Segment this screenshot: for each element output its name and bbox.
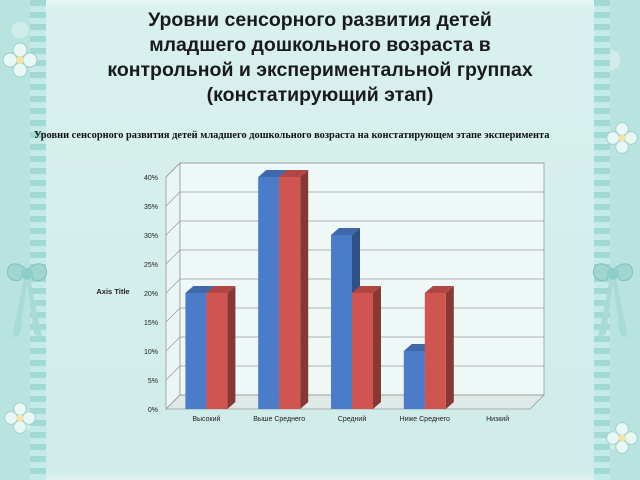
bar-side: [373, 286, 381, 409]
y-tick-label: 25%: [144, 262, 158, 269]
ribbon-right: [594, 0, 610, 480]
ribbon-left: [30, 0, 46, 480]
flower-decoration-bottom-left: [4, 402, 36, 434]
y-tick-label: 10%: [144, 349, 158, 356]
bar-side: [227, 286, 236, 409]
bar-side: [445, 286, 454, 409]
bar-top: [258, 170, 288, 177]
y-tick-label: 20%: [144, 291, 158, 298]
bar: [206, 293, 228, 409]
bow-right-decoration: [592, 263, 634, 338]
y-tick-label: 0%: [148, 407, 158, 414]
bar-top: [206, 286, 236, 293]
gridline: [165, 162, 544, 178]
x-tick-label: Выше Среднего: [253, 416, 305, 423]
slide-title-line: контрольной и экспериментальной группах: [107, 59, 533, 81]
x-tick-label: Высокий: [192, 415, 220, 423]
bar: [352, 293, 373, 409]
slide-title-line: младшего дошкольного возраста в: [149, 34, 491, 56]
bar: [331, 235, 352, 409]
bar-top: [424, 286, 454, 293]
y-axis-title: Axis Title: [96, 287, 129, 296]
x-tick-label: Низкий: [486, 415, 509, 423]
bar-top: [279, 170, 309, 177]
gridline: [165, 249, 544, 265]
y-tick-label: 5%: [148, 378, 158, 385]
bar-top: [331, 228, 360, 235]
gridline: [165, 336, 544, 352]
y-tick-label: 30%: [144, 233, 158, 240]
flower-decoration-bottom-right: [606, 422, 638, 454]
bow-left-decoration: [6, 263, 48, 338]
flower-decoration-right: [606, 122, 638, 154]
bar: [258, 177, 280, 409]
chart-title: Уровни сенсорного развития детей младшег…: [34, 130, 550, 141]
gridline: [165, 191, 544, 207]
bar-top: [185, 286, 215, 293]
x-tick-label: Средний: [338, 415, 367, 423]
bar: [185, 293, 207, 409]
slide-title: Уровни сенсорного развития детей младшег…: [40, 8, 600, 108]
flower-decoration-top-left: [2, 42, 38, 78]
bar: [424, 293, 446, 409]
bar-top: [352, 286, 381, 293]
y-tick-label: 35%: [144, 204, 158, 211]
bar: [279, 177, 301, 409]
gridline: [165, 307, 544, 323]
gridline: [165, 278, 544, 294]
bar-side: [300, 170, 309, 409]
slide-title-line: (констатирующий этап): [206, 84, 434, 106]
slide-title-line: Уровни сенсорного развития детей: [148, 9, 492, 31]
bar: [403, 351, 425, 409]
y-tick-label: 15%: [144, 320, 158, 327]
x-tick-label: Ниже Среднего: [400, 416, 450, 423]
y-tick-label: 40%: [144, 175, 158, 182]
gridline: [165, 220, 544, 236]
